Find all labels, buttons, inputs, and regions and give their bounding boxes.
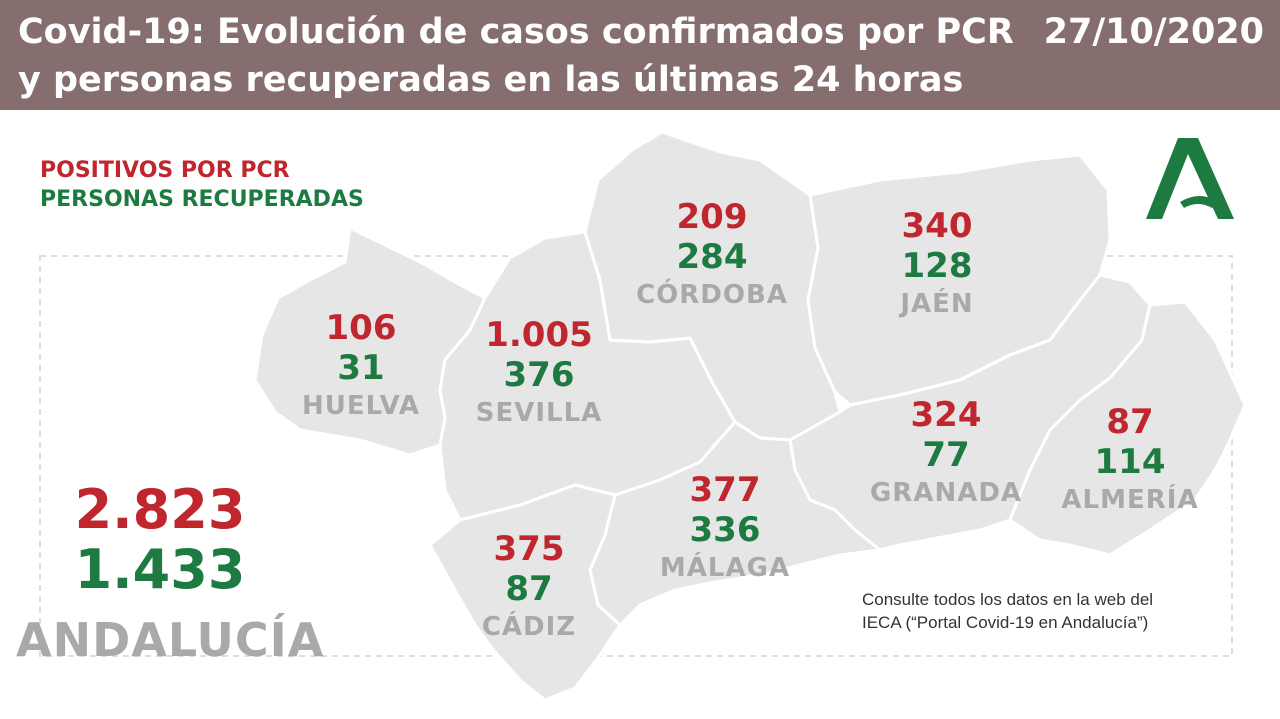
- huelva-positive: 106: [325, 308, 397, 348]
- province-granada: 324 77 GRANADA: [870, 395, 1022, 511]
- legend-positive-label: POSITIVOS POR PCR: [40, 158, 290, 183]
- province-almeria: 87 114 ALMERÍA: [1061, 402, 1198, 518]
- jaen-positive: 340: [901, 206, 973, 246]
- sevilla-positive: 1.005: [485, 315, 593, 355]
- total-andalucia: 2.823 1.433: [60, 480, 260, 600]
- huelva-name: HUELVA: [301, 391, 421, 421]
- source-note-line-1: Consulte todos los datos en la web del: [862, 590, 1154, 609]
- source-note: Consulte todos los datos en la web del I…: [862, 588, 1153, 634]
- malaga-recovered: 336: [689, 510, 761, 550]
- malaga-name: MÁLAGA: [659, 553, 791, 583]
- header-bar: Covid-19: Evolución de casos confirmados…: [0, 0, 1280, 110]
- total-recovered: 1.433: [74, 538, 246, 601]
- cordoba-name: CÓRDOBA: [636, 280, 788, 310]
- almeria-recovered: 114: [1094, 442, 1166, 482]
- province-huelva: 106 31 HUELVA: [302, 308, 420, 424]
- source-note-line-2: IECA (“Portal Covid-19 en Andalucía”): [862, 613, 1149, 632]
- map-province-almeria: [1008, 300, 1247, 557]
- map-province-cadiz: [428, 483, 622, 702]
- almeria-name: ALMERÍA: [1061, 485, 1199, 515]
- total-positive: 2.823: [74, 478, 246, 541]
- page-title: Covid-19: Evolución de casos confirmados…: [18, 12, 1014, 100]
- jaen-recovered: 128: [901, 246, 973, 286]
- cordoba-recovered: 284: [676, 237, 748, 277]
- province-malaga: 377 336 MÁLAGA: [660, 470, 790, 586]
- sevilla-recovered: 376: [503, 355, 575, 395]
- sevilla-name: SEVILLA: [475, 398, 603, 428]
- huelva-recovered: 31: [337, 348, 385, 388]
- almeria-positive: 87: [1106, 402, 1154, 442]
- granada-positive: 324: [910, 395, 982, 435]
- granada-name: GRANADA: [869, 478, 1023, 508]
- cadiz-recovered: 87: [505, 569, 553, 609]
- junta-de-andalucia-logo-icon: [1146, 138, 1234, 219]
- region-label: ANDALUCÍA: [16, 613, 325, 667]
- cordoba-positive: 209: [676, 197, 748, 237]
- malaga-positive: 377: [689, 470, 761, 510]
- legend-recovered-label: PERSONAS RECUPERADAS: [40, 187, 364, 212]
- province-cadiz: 375 87 CÁDIZ: [482, 529, 576, 645]
- granada-recovered: 77: [922, 435, 970, 475]
- jaen-name: JAÉN: [900, 289, 974, 319]
- province-jaen: 340 128 JAÉN: [900, 206, 973, 322]
- province-cordoba: 209 284 CÓRDOBA: [636, 197, 788, 313]
- andalucia-map: [39, 130, 1247, 702]
- cadiz-name: CÁDIZ: [481, 612, 577, 642]
- province-sevilla: 1.005 376 SEVILLA: [476, 315, 603, 431]
- cadiz-positive: 375: [493, 529, 565, 569]
- report-date: 27/10/2020: [1043, 12, 1264, 52]
